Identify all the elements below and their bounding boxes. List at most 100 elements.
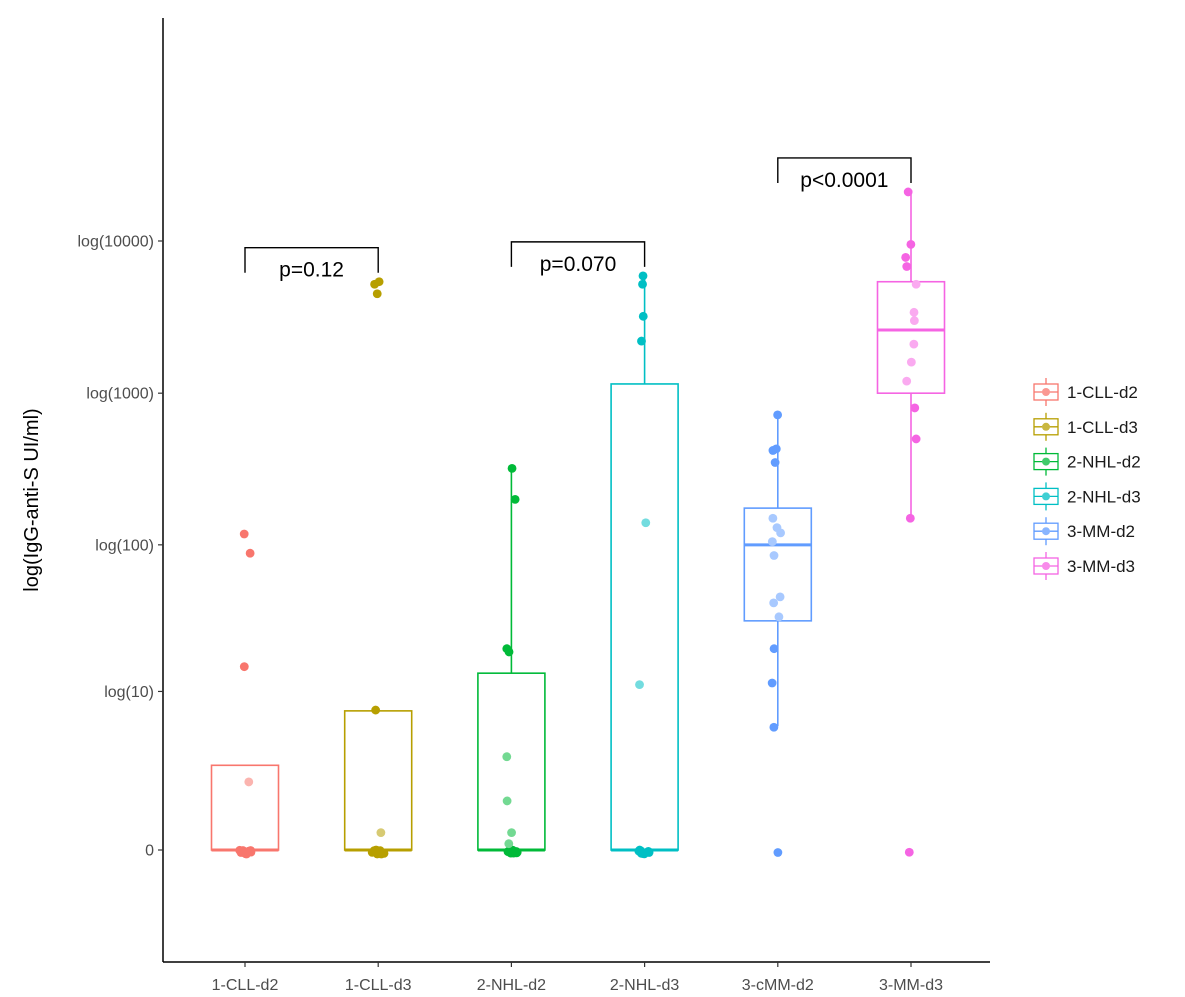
data-point — [372, 289, 382, 299]
data-point — [905, 513, 915, 523]
data-point — [769, 722, 779, 732]
p-value-label: p=0.070 — [540, 253, 617, 276]
legend-key-point — [1042, 388, 1050, 396]
bracket-line — [777, 157, 912, 183]
box-2 — [343, 710, 413, 852]
legend-key-point — [1042, 492, 1050, 501]
bracket-line — [510, 241, 646, 267]
legend-key-point — [1042, 562, 1050, 570]
data-point — [906, 239, 916, 249]
data-point — [903, 187, 913, 197]
data-point — [376, 828, 386, 838]
data-point — [775, 592, 785, 602]
legend-label: 2-NHL-d3 — [1067, 487, 1141, 506]
y-tick-label: log(1000) — [86, 386, 154, 403]
legend-item-5: 3-MM-d2 — [1033, 517, 1135, 546]
data-point — [902, 262, 912, 271]
data-point — [909, 307, 919, 317]
data-point — [906, 357, 916, 367]
x-tick-label: 2-NHL-d2 — [477, 977, 546, 994]
boxes — [210, 191, 946, 852]
legend-key-point — [1042, 422, 1050, 431]
y-tick-label: log(100) — [95, 537, 154, 554]
legend-item-2: 1-CLL-d3 — [1033, 412, 1138, 441]
data-point — [909, 339, 919, 349]
box-iqr — [343, 710, 413, 851]
data-points — [235, 187, 921, 859]
data-point — [767, 678, 777, 688]
data-point — [371, 705, 381, 715]
data-point — [638, 311, 648, 321]
legend-item-6: 3-MM-d3 — [1033, 552, 1135, 580]
data-point — [641, 518, 651, 528]
data-point — [374, 277, 384, 287]
data-point — [769, 644, 779, 654]
data-point — [910, 403, 920, 413]
significance-bracket-2: p=0.070 — [510, 241, 646, 276]
data-point — [773, 410, 783, 420]
legend-label: 3-MM-d2 — [1067, 522, 1135, 541]
data-point — [768, 513, 778, 523]
data-point — [246, 847, 256, 857]
data-point — [774, 612, 784, 622]
y-tick-label: log(10) — [104, 684, 154, 701]
data-point — [637, 336, 646, 346]
y-tick-label: 0 — [145, 843, 154, 860]
data-point — [643, 846, 653, 856]
p-value-label: p<0.0001 — [800, 169, 888, 192]
data-point — [901, 253, 911, 262]
data-point — [635, 845, 645, 855]
legend-label: 1-CLL-d2 — [1067, 383, 1138, 402]
legend: 1-CLL-d2 1-CLL-d3 2-NHL-d2 2-NHL-d3 3-MM-d2 3… — [1033, 378, 1141, 580]
data-point — [507, 463, 517, 473]
data-point — [770, 458, 780, 467]
legend-item-3: 2-NHL-d2 — [1033, 447, 1141, 476]
data-point — [502, 644, 512, 654]
x-tick-label: 2-NHL-d3 — [610, 977, 679, 994]
box-iqr — [210, 764, 280, 851]
y-axis-label: log(IgG-anti-S UI/ml) — [21, 408, 43, 591]
data-point — [772, 523, 782, 533]
box-3 — [477, 468, 546, 852]
data-point — [904, 847, 914, 857]
data-point — [379, 848, 389, 858]
box-1 — [210, 764, 280, 852]
axes: 0 log(10) log(100) log(1000) log(10000) 1-CLL… — [78, 18, 990, 994]
data-point — [372, 849, 382, 859]
data-point — [638, 271, 648, 281]
data-point — [902, 376, 912, 386]
significance-annotations: p=0.12 p=0.070 p<0.0001 — [244, 157, 912, 282]
y-tick-label: log(10000) — [78, 233, 155, 250]
data-point — [635, 680, 644, 690]
data-point — [771, 444, 781, 454]
box-iqr — [876, 280, 946, 394]
data-point — [510, 848, 520, 857]
legend-item-1: 1-CLL-d2 — [1033, 378, 1138, 406]
data-point — [510, 494, 520, 504]
significance-bracket-1: p=0.12 — [244, 247, 379, 282]
x-tick-label: 1-CLL-d2 — [212, 977, 279, 994]
data-point — [909, 316, 919, 325]
legend-item-4: 2-NHL-d3 — [1033, 482, 1141, 511]
significance-bracket-3: p<0.0001 — [777, 157, 912, 192]
data-point — [767, 537, 777, 547]
legend-key-point — [1042, 527, 1050, 536]
data-point — [239, 662, 249, 672]
data-point — [244, 777, 254, 787]
data-point — [239, 529, 249, 539]
box-iqr — [477, 672, 546, 851]
data-point — [911, 279, 921, 289]
data-point — [504, 839, 514, 849]
data-point — [769, 598, 779, 608]
box-4 — [610, 275, 679, 852]
box-iqr — [610, 383, 679, 851]
data-point — [507, 828, 516, 838]
p-value-label: p=0.12 — [279, 259, 344, 282]
data-point — [911, 434, 921, 444]
bracket-line — [244, 247, 379, 273]
box-6 — [876, 191, 946, 519]
x-tick-label: 3-MM-d3 — [879, 977, 943, 994]
data-point — [236, 847, 246, 856]
data-point — [769, 551, 779, 560]
